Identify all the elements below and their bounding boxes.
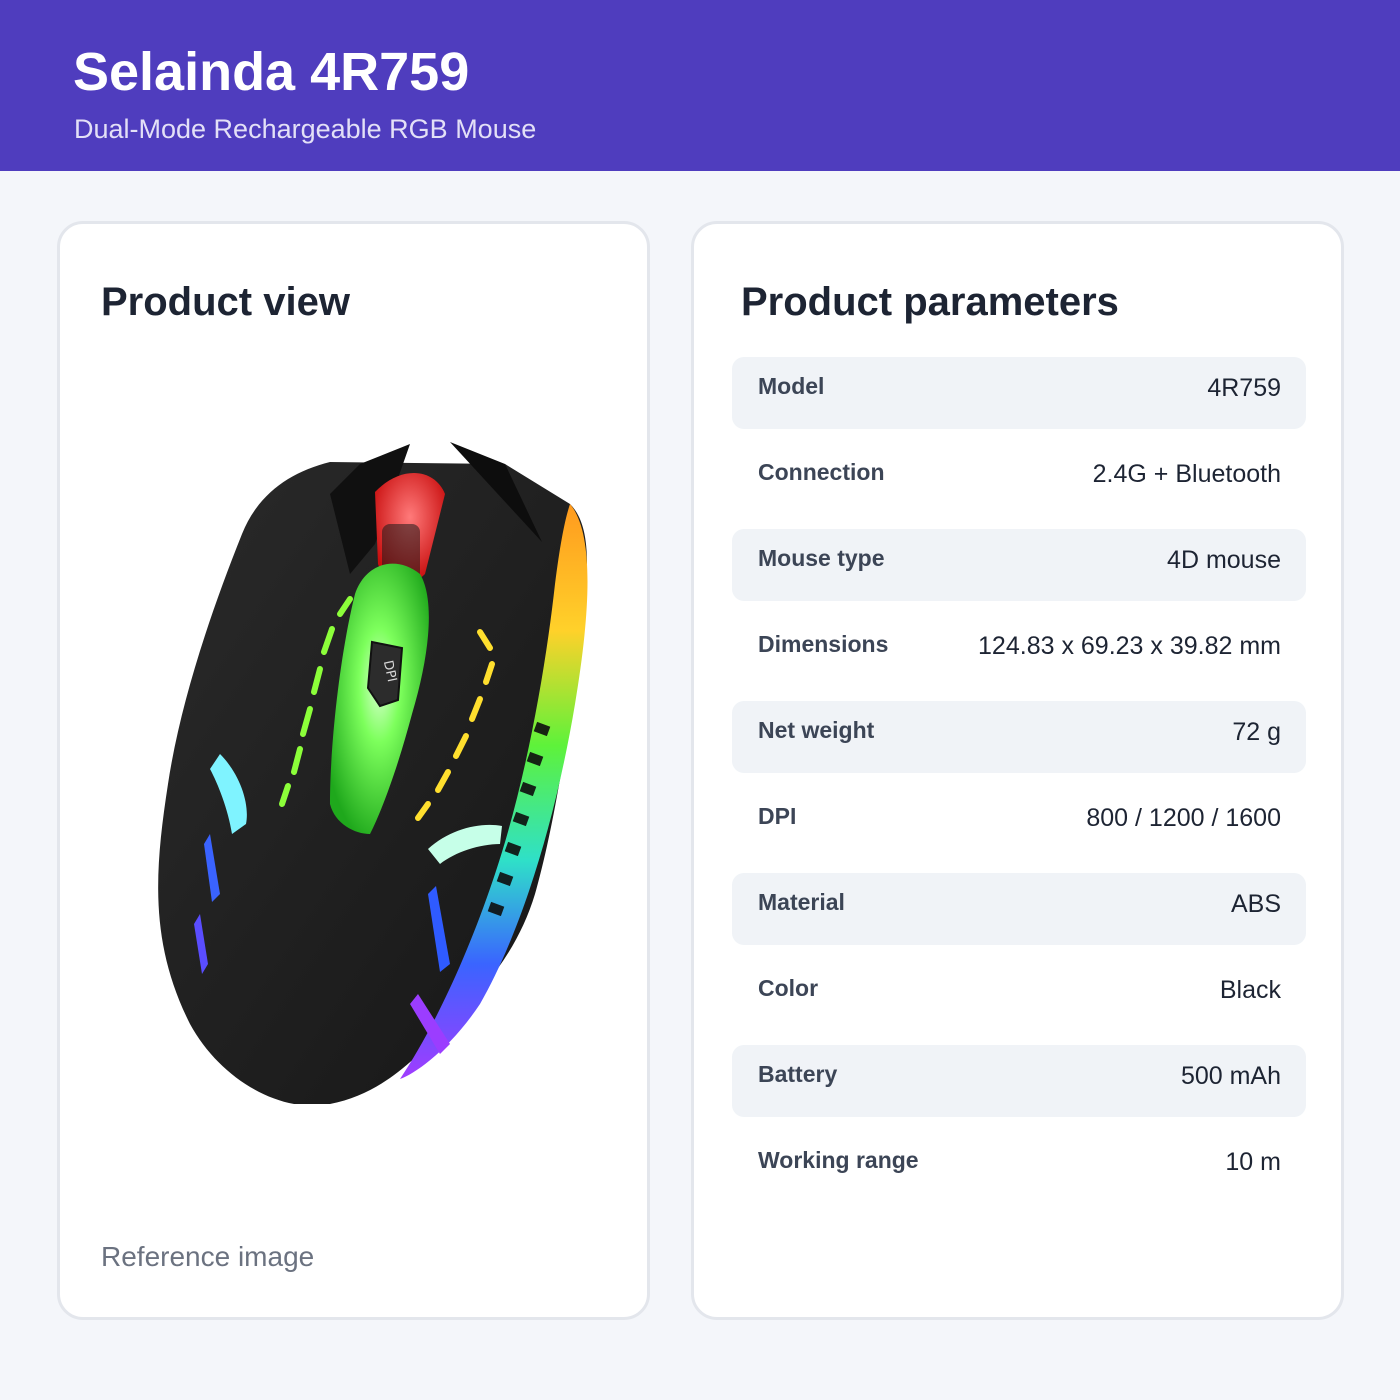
- mouse-dpi-label: DPI: [380, 659, 399, 683]
- param-label: Dimensions: [758, 631, 889, 657]
- parameters-table: Model 4R759 Connection 2.4G + Bluetooth …: [732, 357, 1306, 1217]
- param-value: 4R759: [1207, 374, 1281, 402]
- param-row-net-weight: Net weight 72 g: [732, 701, 1306, 773]
- product-title: Selainda 4R759: [73, 42, 470, 102]
- param-row-material: Material ABS: [732, 873, 1306, 945]
- param-value: ABS: [1230, 890, 1281, 918]
- param-row-color: Color Black: [732, 959, 1306, 1031]
- product-subtitle: Dual-Mode Rechargeable RGB Mouse: [74, 114, 537, 144]
- param-value: 4D mouse: [1167, 546, 1281, 574]
- param-label: Material: [758, 889, 845, 915]
- product-parameters-card: Product parameters Model 4R759 Connectio…: [691, 221, 1344, 1320]
- param-row-model: Model 4R759: [732, 357, 1306, 429]
- param-row-dpi: DPI 800 / 1200 / 1600: [732, 787, 1306, 859]
- param-row-mouse-type: Mouse type 4D mouse: [732, 529, 1306, 601]
- param-label: Mouse type: [758, 545, 885, 571]
- param-value: 2.4G + Bluetooth: [1092, 460, 1281, 488]
- param-row-battery: Battery 500 mAh: [732, 1045, 1306, 1117]
- param-label: Model: [758, 373, 825, 399]
- param-label: Net weight: [758, 717, 875, 743]
- param-label: Color: [758, 975, 819, 1001]
- param-value: Black: [1219, 976, 1281, 1004]
- param-label: Battery: [758, 1061, 838, 1087]
- param-value: 124.83 x 69.23 x 39.82 mm: [978, 632, 1281, 660]
- product-view-title: Product view: [101, 280, 350, 324]
- param-label: Connection: [758, 459, 885, 485]
- param-row-dimensions: Dimensions 124.83 x 69.23 x 39.82 mm: [732, 615, 1306, 687]
- param-value: 72 g: [1232, 718, 1281, 746]
- param-label: DPI: [758, 803, 797, 829]
- param-value: 800 / 1200 / 1600: [1086, 804, 1281, 832]
- param-label: Working range: [758, 1147, 919, 1173]
- param-row-connection: Connection 2.4G + Bluetooth: [732, 443, 1306, 515]
- mouse-product-image: DPI: [158, 442, 588, 1104]
- param-row-working-range: Working range 10 m: [732, 1131, 1306, 1203]
- header-banner: Selainda 4R759 Dual-Mode Rechargeable RG…: [0, 0, 1400, 171]
- param-value: 500 mAh: [1180, 1062, 1281, 1090]
- reference-image-caption: Reference image: [101, 1241, 315, 1272]
- param-value: 10 m: [1225, 1148, 1281, 1176]
- product-view-card: Product view: [57, 221, 650, 1320]
- product-parameters-title: Product parameters: [741, 280, 1119, 324]
